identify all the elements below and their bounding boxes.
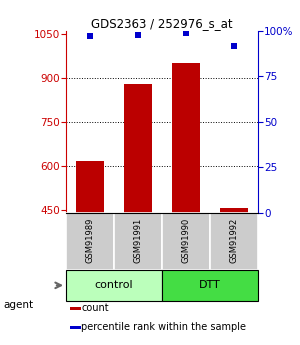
Title: GDS2363 / 252976_s_at: GDS2363 / 252976_s_at [91,17,233,30]
Text: GSM91992: GSM91992 [230,217,238,263]
Text: control: control [95,280,133,290]
Text: percentile rank within the sample: percentile rank within the sample [81,322,246,332]
Text: GSM91990: GSM91990 [182,217,190,263]
Bar [70,326,81,328]
Point [232,43,236,48]
Text: agent: agent [3,300,33,310]
Bar [162,270,258,301]
Text: DTT: DTT [199,280,221,290]
Bar [114,213,162,270]
Bar [124,84,152,213]
Bar [66,213,114,270]
Bar [162,213,210,270]
Bar [220,208,248,213]
Bar [172,63,200,213]
Point [88,34,92,39]
Text: count: count [81,303,109,313]
Point [184,30,188,36]
Bar [210,213,258,270]
Text: GSM91991: GSM91991 [134,217,142,263]
Text: GSM91989: GSM91989 [85,217,94,263]
Bar [70,307,81,310]
Bar [66,270,162,301]
Bar [76,161,104,213]
Point [136,32,140,38]
